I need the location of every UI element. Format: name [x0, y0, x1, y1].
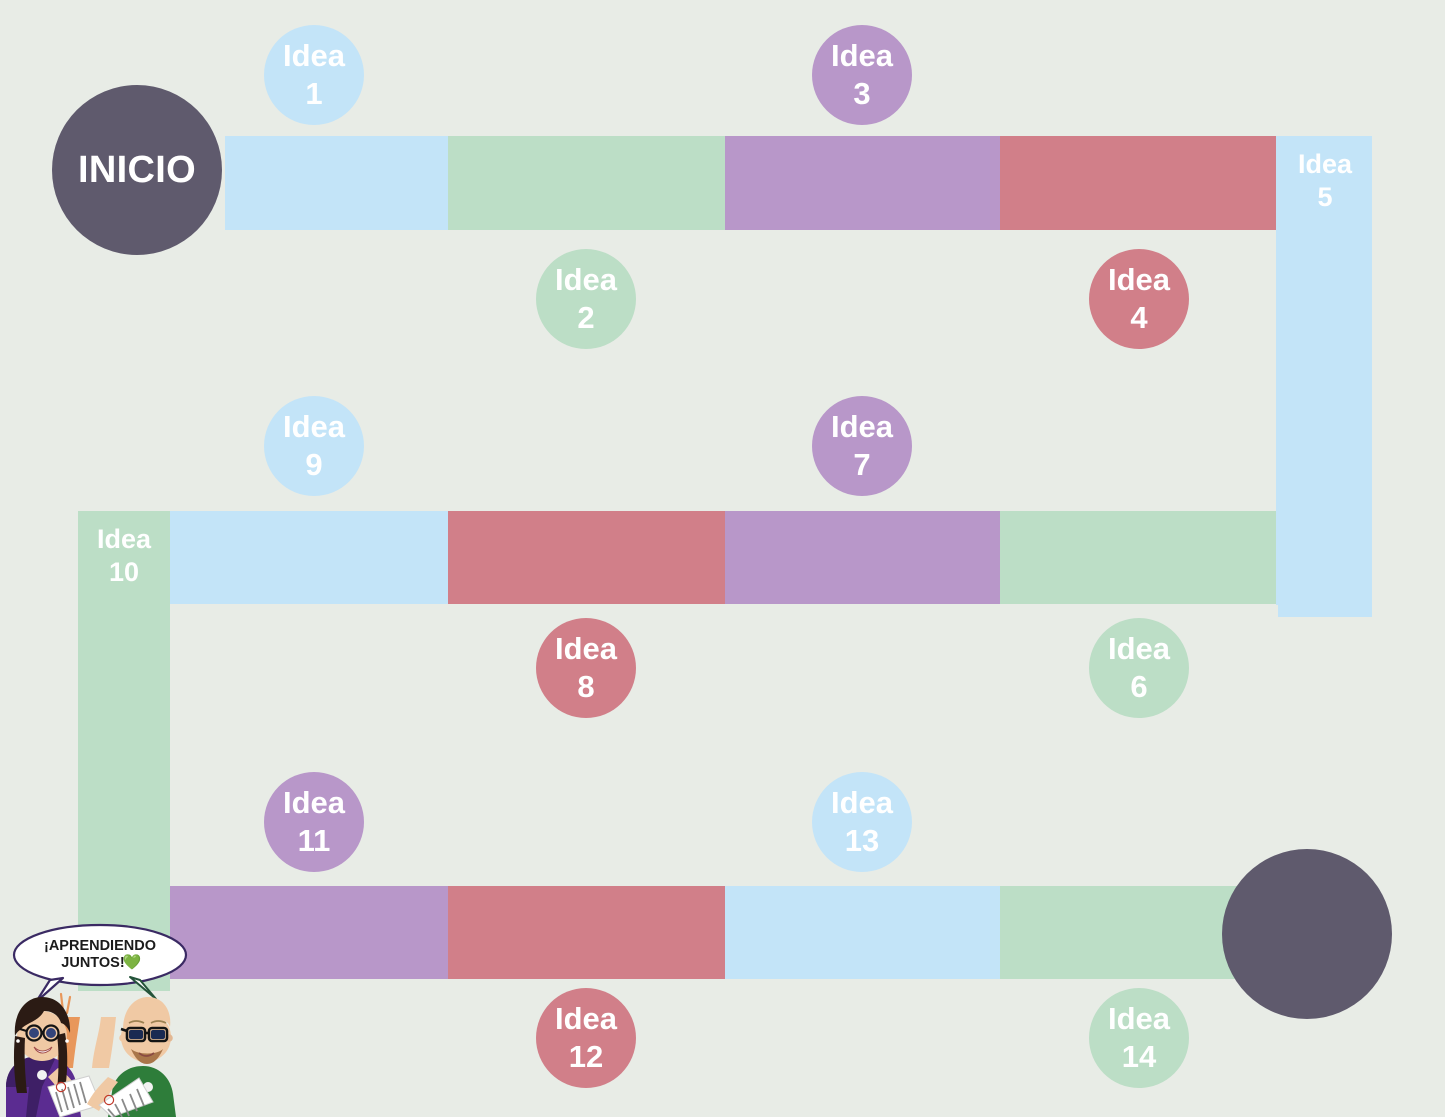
- svg-text:JUNTOS!: JUNTOS!: [61, 955, 124, 971]
- svg-text:💚: 💚: [123, 953, 142, 971]
- svg-text:¡APRENDIENDO: ¡APRENDIENDO: [44, 938, 156, 954]
